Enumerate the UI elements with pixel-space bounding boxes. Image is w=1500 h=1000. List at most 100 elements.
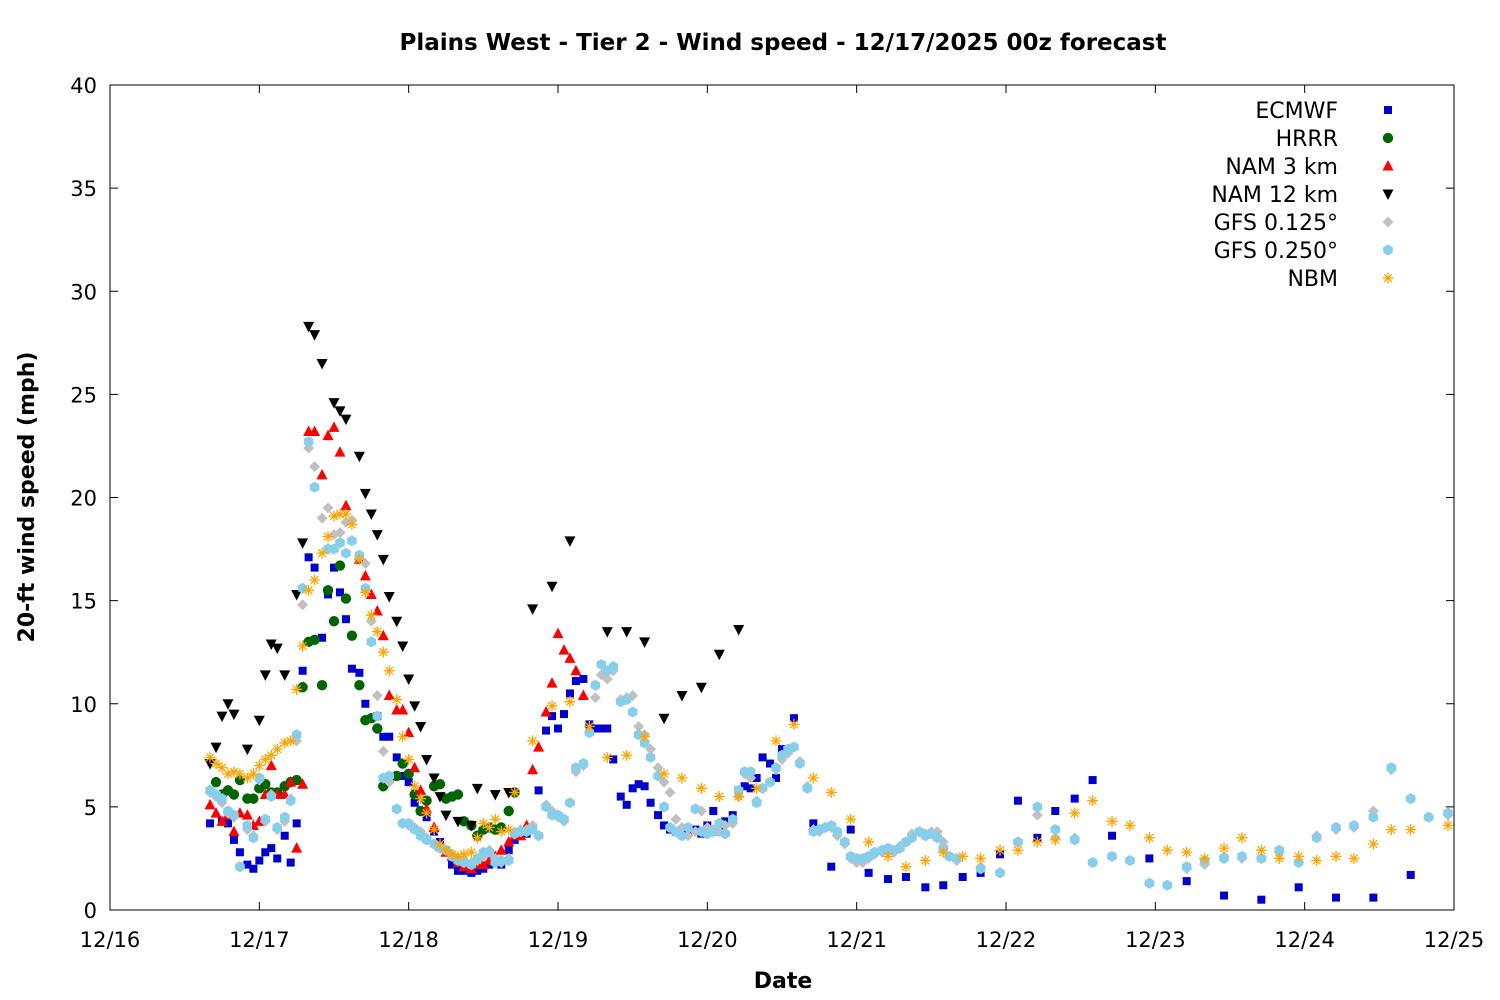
data-point (254, 772, 265, 784)
data-point (733, 791, 745, 803)
data-point (584, 727, 595, 739)
data-point (570, 664, 582, 676)
data-point (1274, 844, 1285, 856)
data-point (1108, 831, 1117, 840)
data-point (802, 782, 813, 794)
data-point (958, 873, 967, 881)
legend-marker (1382, 189, 1394, 200)
data-point (1311, 855, 1323, 866)
data-point (216, 762, 228, 774)
data-point (359, 558, 371, 569)
data-point (285, 776, 297, 787)
data-point (403, 817, 414, 829)
data-point (316, 679, 328, 691)
data-point (565, 689, 574, 698)
data-point (383, 665, 395, 677)
data-point (571, 677, 580, 686)
data-point (590, 679, 601, 691)
data-point (235, 848, 244, 857)
data-point (546, 700, 558, 712)
x-tick-label: 12/17 (229, 928, 290, 952)
data-point (440, 810, 452, 822)
data-point (241, 809, 253, 820)
data-point (1107, 850, 1117, 862)
data-point (228, 709, 240, 721)
data-point (379, 732, 388, 741)
data-point (772, 774, 781, 782)
data-point (622, 800, 631, 809)
data-point (253, 760, 265, 772)
data-point (1051, 807, 1060, 815)
data-point (415, 793, 427, 805)
data-point (259, 753, 271, 765)
data-point (542, 726, 551, 735)
data-point (403, 753, 415, 765)
data-point (1273, 852, 1285, 864)
data-point (1255, 844, 1267, 856)
legend-label: NBM (1287, 267, 1338, 292)
data-point (825, 786, 837, 798)
data-point (527, 824, 538, 836)
data-point (845, 813, 857, 825)
legend-marker (1382, 272, 1394, 284)
data-point (440, 844, 452, 856)
data-point (286, 858, 295, 867)
data-point (458, 848, 470, 860)
data-point (1070, 794, 1079, 803)
data-point (279, 737, 291, 749)
data-point (334, 527, 346, 539)
data-point (583, 720, 595, 732)
data-point (695, 682, 707, 694)
data-point (646, 798, 655, 807)
data-point (884, 875, 893, 884)
series-hrrr (210, 560, 520, 841)
data-point (1218, 842, 1230, 854)
data-point (751, 797, 762, 809)
data-point (654, 811, 663, 820)
y-tick-label: 30 (70, 280, 97, 304)
data-point (279, 811, 290, 823)
y-tick-label: 0 (84, 899, 97, 923)
data-point (683, 822, 693, 833)
data-point (503, 855, 514, 866)
data-point (895, 842, 905, 854)
data-point (403, 674, 415, 685)
data-point (1311, 832, 1322, 844)
data-point (247, 768, 259, 780)
y-tick-label: 35 (70, 177, 97, 201)
data-point (248, 793, 259, 804)
data-point (249, 864, 258, 873)
data-point (527, 604, 539, 615)
data-point (216, 711, 228, 723)
data-point (1145, 854, 1154, 863)
data-point (1368, 811, 1379, 823)
data-point (291, 842, 303, 853)
data-point (340, 499, 352, 511)
y-tick-label: 5 (84, 796, 97, 820)
data-point (204, 798, 216, 810)
data-point (322, 429, 334, 441)
data-point (839, 836, 850, 848)
data-point (322, 531, 334, 543)
data-point (627, 706, 638, 718)
data-point (708, 826, 719, 838)
data-point (534, 786, 543, 795)
data-point (1256, 852, 1267, 864)
data-point (727, 813, 738, 825)
data-point (1012, 844, 1024, 856)
data-point (1293, 850, 1305, 862)
data-point (260, 813, 271, 825)
series-nam-3-km (204, 421, 589, 874)
data-point (713, 791, 725, 803)
data-point (242, 819, 253, 831)
data-point (1031, 836, 1043, 848)
x-tick-label: 12/22 (976, 928, 1037, 952)
data-point (377, 745, 389, 757)
data-point (377, 629, 389, 641)
legend-marker (1383, 244, 1393, 256)
x-tick-label: 12/21 (826, 928, 887, 952)
data-point (359, 586, 371, 598)
data-point (421, 807, 433, 819)
x-tick-label: 12/23 (1125, 928, 1186, 952)
data-point (297, 582, 308, 594)
